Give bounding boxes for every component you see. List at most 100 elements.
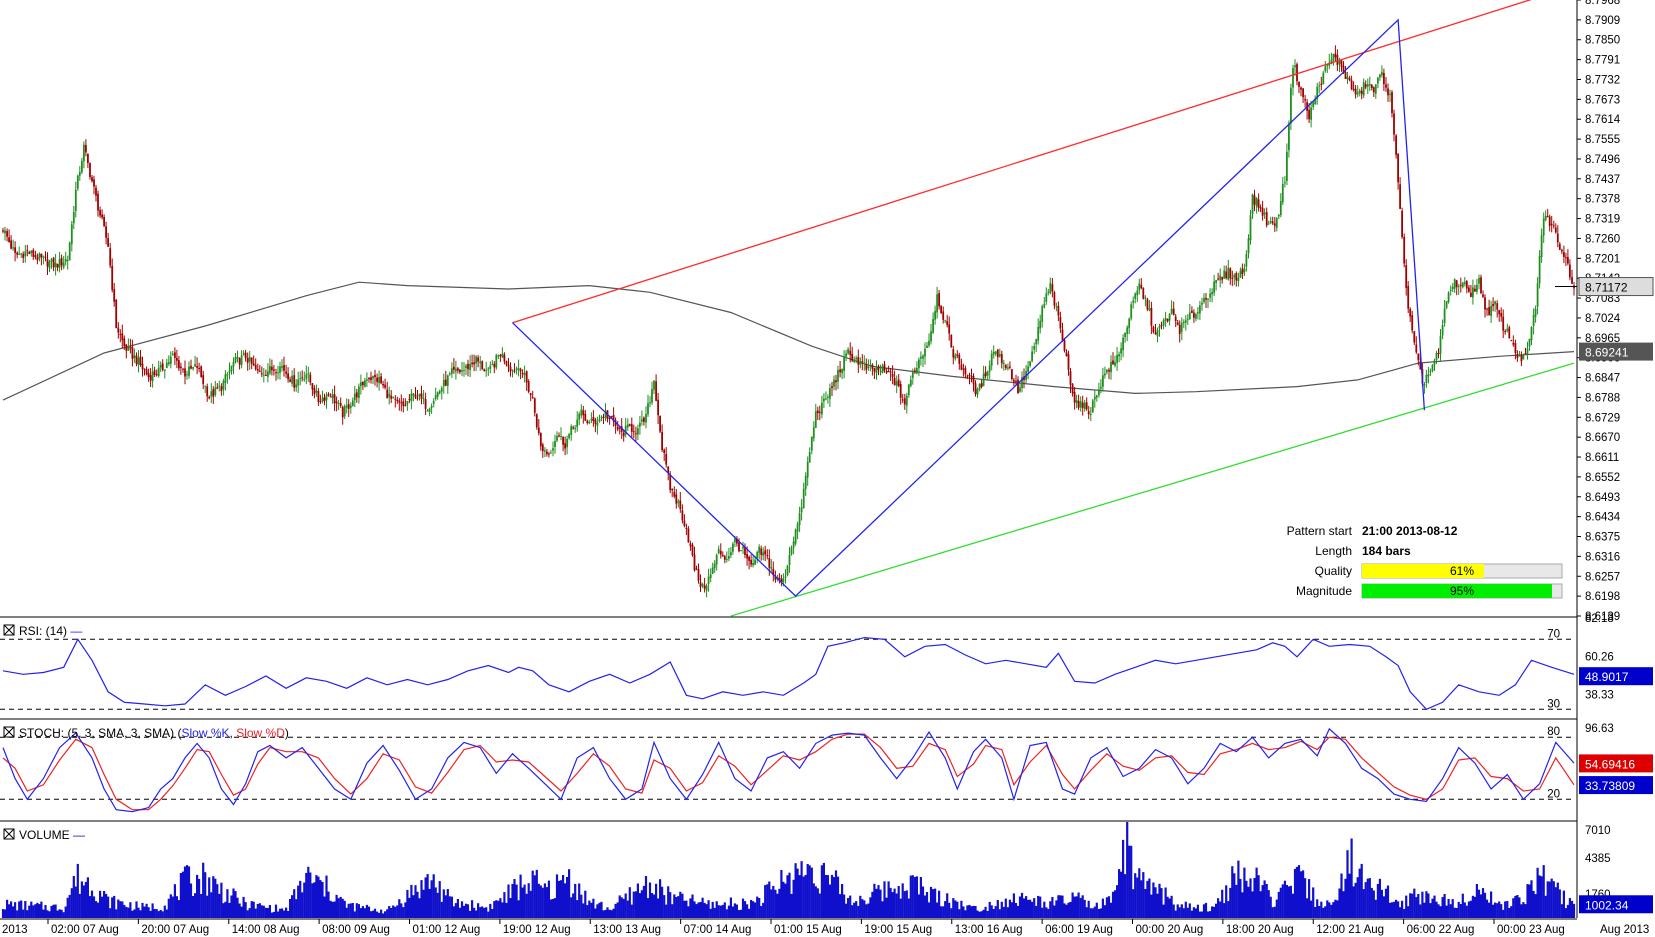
volume-bar xyxy=(1231,866,1234,918)
candle-body xyxy=(1364,84,1367,88)
candle-body xyxy=(230,365,233,372)
volume-bar xyxy=(1336,900,1339,918)
candle-body xyxy=(928,340,930,346)
candle-body xyxy=(1360,90,1363,95)
candle-body xyxy=(893,378,896,386)
candle-body xyxy=(1427,374,1430,377)
volume-bar xyxy=(353,911,356,918)
candle-body xyxy=(511,369,514,371)
volume-bar xyxy=(285,907,288,918)
volume-bar xyxy=(1140,880,1143,918)
volume-bar xyxy=(16,910,19,918)
volume-bar xyxy=(1097,909,1100,918)
volume-bar xyxy=(414,885,417,918)
volume-bar xyxy=(832,877,836,918)
volume-bar xyxy=(1330,904,1333,918)
volume-bar xyxy=(349,903,352,918)
candle-body xyxy=(1069,371,1072,385)
candle-body xyxy=(687,528,690,543)
candle-body xyxy=(1290,87,1292,124)
volume-bar xyxy=(333,901,336,918)
volume-bar xyxy=(169,894,172,918)
volume-bar xyxy=(883,881,886,918)
volume-bar xyxy=(843,894,846,918)
candle-body xyxy=(107,238,109,247)
volume-bar xyxy=(1237,860,1240,918)
candle-body xyxy=(655,381,657,401)
volume-bar xyxy=(200,894,203,918)
price-tick-label: 8.6552 xyxy=(1585,472,1620,484)
candle-body xyxy=(1389,93,1391,95)
candle-body xyxy=(434,395,437,399)
candle-body xyxy=(1567,257,1569,264)
candle-body xyxy=(1346,76,1349,80)
moving-average-tag: 8.69241 xyxy=(1585,346,1629,360)
candle-body xyxy=(855,358,858,360)
candle-body xyxy=(212,389,215,397)
candle-body xyxy=(1267,223,1270,225)
candle-body xyxy=(618,427,621,429)
candle-body xyxy=(1411,315,1414,331)
volume-bar xyxy=(503,892,506,918)
candle-body xyxy=(1150,308,1153,326)
volume-bar xyxy=(313,882,316,918)
candle-body xyxy=(539,432,542,447)
price-tick-label: 8.6847 xyxy=(1585,373,1620,385)
candle-body xyxy=(552,448,554,451)
stoch-panel-close-icon[interactable] xyxy=(3,726,15,738)
volume-bar xyxy=(549,899,552,918)
rsi-level-label: 70 xyxy=(1547,628,1560,640)
volume-bar xyxy=(481,906,484,918)
volume-bar xyxy=(543,883,546,918)
candle-body xyxy=(1063,340,1066,351)
volume-bar xyxy=(721,904,724,918)
volume-bar xyxy=(305,872,308,918)
rsi-panel-close-icon[interactable] xyxy=(3,624,15,636)
volume-bar xyxy=(695,904,698,918)
candle-body xyxy=(1182,321,1185,323)
stoch-d-value-tag: 33.73809 xyxy=(1585,779,1635,793)
volume-bar xyxy=(564,883,567,918)
candle-body xyxy=(982,373,985,387)
candle-body xyxy=(1387,88,1389,96)
volume-bar xyxy=(1433,895,1436,918)
candle-body xyxy=(899,384,902,398)
volume-bar xyxy=(998,909,1001,918)
candle-body xyxy=(364,380,366,387)
price-tick-label: 8.6198 xyxy=(1585,591,1620,603)
candle-body xyxy=(388,393,391,397)
volume-bar xyxy=(115,909,118,918)
candle-body xyxy=(36,257,39,261)
candle-body xyxy=(145,369,148,375)
volume-bar xyxy=(1085,907,1088,918)
volume-bar xyxy=(1120,871,1123,918)
volume-bar xyxy=(927,902,931,918)
volume-bar xyxy=(282,910,286,918)
volume-bar xyxy=(111,897,114,918)
volume-bar xyxy=(1113,890,1117,918)
volume-bar xyxy=(1069,901,1072,918)
volume-bar xyxy=(1492,904,1495,918)
volume-bar xyxy=(165,909,168,918)
volume-panel-close-icon[interactable] xyxy=(3,828,15,840)
volume-bar xyxy=(885,897,888,918)
candle-body xyxy=(444,379,447,386)
price-tick-label: 8.7437 xyxy=(1585,174,1620,186)
volume-bar xyxy=(278,908,282,918)
candle-body xyxy=(748,556,750,561)
price-tick-label: 8.7968 xyxy=(1585,0,1620,7)
candle-body xyxy=(738,542,740,552)
candle-body xyxy=(916,368,918,374)
candle-body xyxy=(38,253,41,259)
volume-bar xyxy=(1508,908,1511,918)
candle-body xyxy=(467,363,469,370)
volume-bar xyxy=(499,898,502,918)
volume-bar xyxy=(1223,903,1226,918)
candle-body xyxy=(56,264,59,268)
candle-body xyxy=(30,250,33,253)
candle-body xyxy=(1368,84,1371,86)
candle-body xyxy=(448,373,451,375)
candle-body xyxy=(1433,360,1436,365)
candle-body xyxy=(1261,207,1264,216)
candle-body xyxy=(115,300,118,329)
